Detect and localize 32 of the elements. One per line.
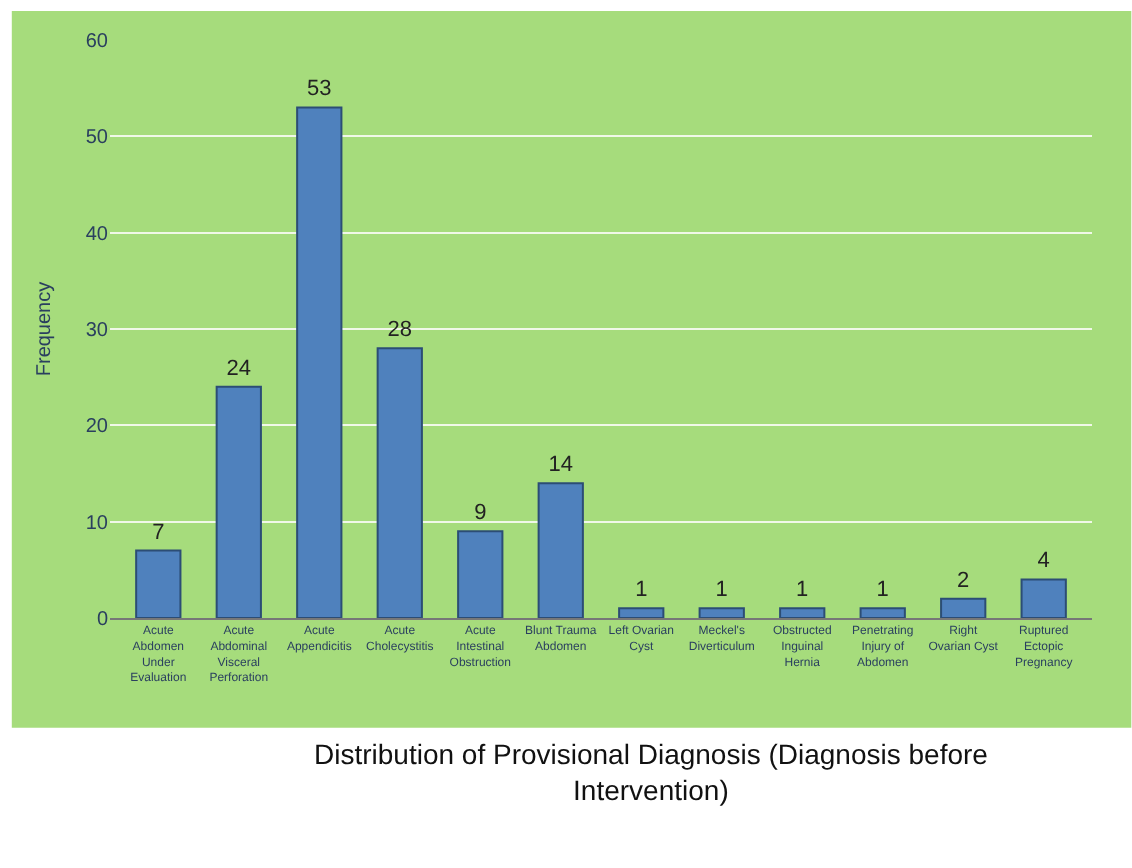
y-tick-label: 20: [85, 416, 109, 439]
data-label: 9: [474, 501, 487, 526]
data-label: 2: [957, 568, 970, 593]
y-tick-label: 50: [85, 127, 109, 150]
bar: [537, 482, 584, 618]
data-label: 53: [307, 77, 332, 102]
bar: [1020, 578, 1067, 618]
bar: [618, 607, 665, 618]
y-tick-label: 0: [96, 609, 109, 631]
data-label: 14: [548, 453, 573, 478]
bar: [457, 530, 504, 618]
bar: [940, 597, 987, 618]
bar: [296, 106, 343, 618]
y-axis-title: Frequency: [33, 281, 56, 377]
bar: [859, 607, 906, 618]
data-label: 7: [152, 520, 165, 545]
bar: [698, 607, 745, 618]
bar: [376, 347, 423, 618]
y-tick-label: 60: [85, 31, 109, 53]
bar: [779, 607, 826, 618]
text: Distribution of Provisional Diagnosis (Diagnosis before Intervention): [314, 738, 989, 807]
data-label: 1: [796, 578, 809, 603]
bar: [215, 385, 262, 618]
data-label: 1: [715, 578, 728, 603]
data-label: 1: [876, 578, 889, 603]
y-tick-label: 40: [85, 223, 109, 246]
data-label: 1: [635, 578, 648, 603]
y-tick-label: 30: [85, 320, 109, 342]
y-tick-label: 10: [85, 512, 109, 535]
data-label: 24: [226, 356, 252, 381]
bar: [135, 549, 182, 618]
data-label: 4: [1037, 549, 1050, 574]
